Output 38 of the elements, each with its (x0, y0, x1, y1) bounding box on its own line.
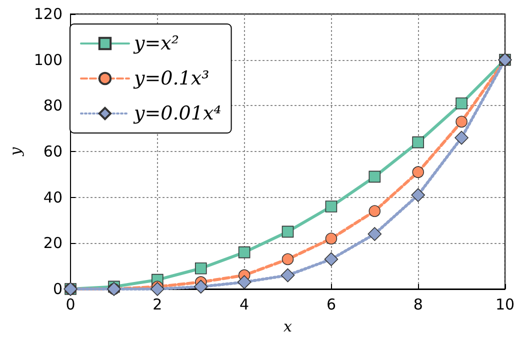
point (368, 170, 381, 183)
y-tick-label: 100 (34, 50, 63, 69)
point (324, 252, 338, 266)
point (456, 97, 468, 110)
x-axis-title: x (284, 318, 293, 336)
point (194, 262, 207, 274)
y-axis-title: y (6, 146, 24, 157)
point (325, 200, 338, 212)
point (411, 188, 426, 202)
point (325, 232, 338, 244)
y-tick-label: 0 (52, 280, 63, 298)
y-tick-label: 20 (43, 234, 63, 252)
point (368, 205, 381, 217)
x-tick-label: 10 (495, 296, 515, 314)
y-tick-label: 60 (43, 142, 63, 160)
point (456, 116, 468, 128)
x-tick-label: 4 (240, 296, 250, 314)
point (280, 268, 295, 282)
x-tick-label: 0 (66, 296, 76, 314)
point (150, 282, 164, 296)
point (412, 136, 424, 148)
x-tick-label: 8 (413, 296, 423, 314)
point (194, 280, 208, 294)
point (454, 130, 468, 145)
point (368, 227, 382, 241)
point (237, 275, 252, 290)
y-tick-label: 120 (34, 5, 63, 23)
x-tick-label: 6 (326, 296, 336, 314)
point (282, 226, 294, 238)
y-tick-label: 80 (43, 96, 63, 115)
point (412, 166, 424, 178)
x-tick-label: 2 (152, 296, 162, 314)
legend-label: y=0.01x⁴ (133, 102, 222, 124)
legend-label: y=0.1x³ (133, 68, 210, 90)
point (238, 246, 250, 258)
point (282, 253, 294, 266)
legend-label: y=x² (133, 32, 179, 54)
y-tick-label: 40 (43, 188, 63, 206)
